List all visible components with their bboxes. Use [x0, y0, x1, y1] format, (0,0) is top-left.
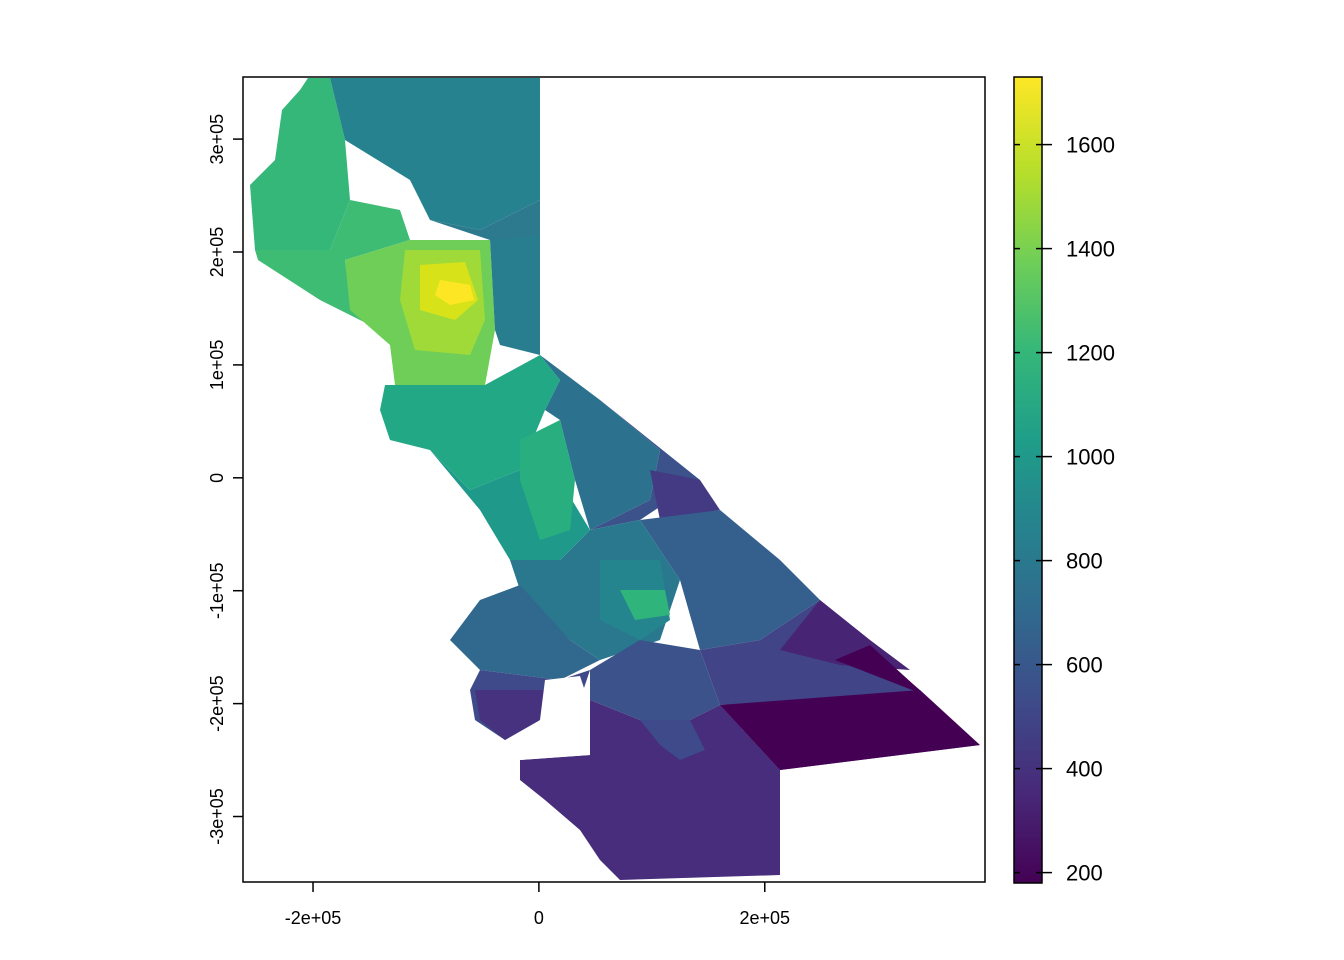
colorbar-frame [1013, 76, 1043, 884]
region-southwest-3 [475, 690, 545, 740]
region-south-4 [640, 720, 705, 760]
region-central-west [380, 355, 560, 490]
y-tick-label: -1e+05 [207, 562, 227, 619]
legend-tick-label: 400 [1066, 757, 1103, 782]
region-peak-top [435, 280, 474, 305]
colorbar-fill [1014, 77, 1042, 883]
plot-frame [242, 76, 986, 883]
x-tick-label: -2e+05 [285, 908, 342, 928]
region-southwest-1 [450, 585, 600, 680]
y-tick-label: -2e+05 [207, 675, 227, 732]
legend-tick-label: 1000 [1066, 445, 1115, 470]
legend-tick-label: 1200 [1066, 341, 1115, 366]
region-north-central [330, 78, 540, 230]
region-south-central-3 [620, 590, 670, 620]
y-axis: -3e+05 -2e+05 -1e+05 0 1e+05 2e+05 3e+05 [207, 114, 243, 845]
legend-colorbar: 200 400 600 800 1000 1200 1400 1600 [1013, 76, 1115, 886]
region-desert [720, 690, 980, 770]
region-central-strip [520, 420, 575, 540]
x-tick-label: 0 [534, 908, 544, 928]
y-tick-label: 2e+05 [207, 227, 227, 278]
region-east-dark [835, 645, 925, 695]
x-tick-label: 2e+05 [739, 908, 790, 928]
y-tick-label: -3e+05 [207, 788, 227, 845]
legend-tick-label: 1400 [1066, 237, 1115, 262]
bay-cutout [510, 676, 590, 760]
y-tick-label: 0 [207, 473, 227, 483]
region-north-west [250, 78, 350, 250]
x-axis: -2e+05 0 2e+05 [285, 882, 790, 928]
legend-ticks: 200 400 600 800 1000 1200 1400 1600 [1014, 133, 1115, 886]
raster-layer [250, 78, 980, 880]
legend-tick-label: 800 [1066, 549, 1103, 574]
y-tick-label: 3e+05 [207, 114, 227, 165]
region-east-slope-1 [540, 355, 660, 530]
region-south-1 [590, 640, 720, 720]
y-tick-label: 1e+05 [207, 340, 227, 391]
legend-tick-label: 200 [1066, 861, 1103, 886]
region-south-2 [520, 700, 780, 880]
region-nw-lower [255, 200, 410, 330]
legend-tick-label: 1600 [1066, 133, 1115, 158]
legend-tick-label: 600 [1066, 653, 1103, 678]
region-east-mid [640, 510, 820, 650]
region-east-slope-3 [650, 470, 720, 520]
region-panhandle-upper [490, 235, 540, 355]
